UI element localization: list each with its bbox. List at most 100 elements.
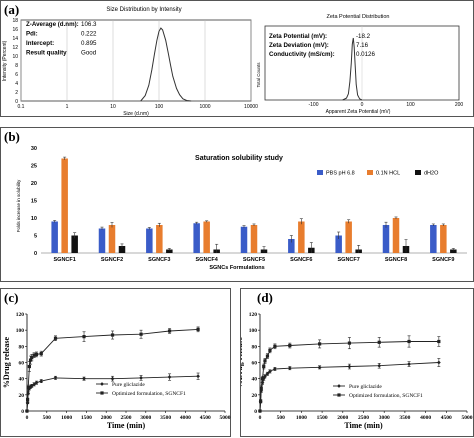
panel-d-chart: 0 20 40 60 80 100 120 0 500 1000 1500 2000 2500 3000 3… — [241, 312, 473, 430]
data-point-square — [25, 409, 29, 413]
panel-b-chart: Saturation solubility study Folds increa… — [16, 146, 467, 271]
size-x-tick-label: 100 — [155, 104, 164, 110]
size-x-tick-label: 1000 — [199, 104, 210, 110]
solubility-y-tick-label: 25 — [31, 164, 37, 170]
bar-pbs-ph-6-8-sgncf7 — [335, 235, 342, 253]
x-axis-label: Time (min) — [107, 421, 146, 430]
data-point-square — [196, 327, 200, 331]
bar-0-1n-hcl-sgncf5 — [250, 225, 258, 253]
solubility-x-tick-label: SGNCF3 — [148, 257, 170, 263]
data-point-diamond — [39, 379, 44, 383]
solubility-chart-ylabel: Folds increase in solubility — [16, 179, 21, 232]
bar-pbs-ph-6-8-sgncf5 — [240, 226, 248, 253]
panel-c-label: (c) — [4, 290, 19, 305]
bar-pbs-ph-6-8-sgncf1 — [51, 221, 58, 253]
bar-0-1n-hcl-sgncf3 — [156, 225, 163, 253]
size-y-tick-label: 12 — [12, 45, 18, 51]
solubility-x-tick-label: SGNCF6 — [290, 257, 312, 263]
solubility-x-tick-label: SGNCF4 — [196, 257, 219, 263]
legend-marker-square — [100, 391, 104, 395]
data-point-square — [273, 344, 277, 348]
x-tick-label: 4000 — [420, 415, 431, 421]
zeta-chart-title: Zeta Potential Distribution — [327, 14, 390, 20]
bar-pbs-ph-6-8-sgncf8 — [382, 225, 390, 253]
size-stat-value: 106.3 — [81, 21, 97, 28]
y-tick-label: 80 — [19, 344, 25, 350]
bar-pbs-ph-6-8-sgncf4 — [193, 223, 200, 253]
x-tick-label: 2000 — [101, 415, 112, 421]
x-tick-label: 5000 — [462, 415, 473, 421]
bar-pbs-ph-6-8-sgncf2 — [98, 228, 106, 253]
zeta-chart-ylabel: Total Counts — [256, 62, 261, 88]
solubility-x-tick-label: SGNCF7 — [338, 257, 360, 263]
y-axis-label: %Drug release — [241, 336, 244, 388]
zeta-stat-label: Zeta Potential (mV): — [269, 33, 327, 40]
data-point-diamond — [287, 366, 292, 371]
legend-label: Optimized formulation, SGNCF1 — [112, 390, 186, 397]
data-point-diamond — [167, 375, 172, 379]
size-x-tick-label: 10000 — [244, 104, 258, 110]
legend-label: Optimized formulation, SGNCF1 — [349, 392, 423, 399]
data-point-diamond — [196, 374, 200, 379]
solubility-y-tick-label: 20 — [31, 181, 37, 187]
legend-marker-diamond — [337, 384, 341, 388]
solubility-x-tick-label: SGNCF9 — [432, 257, 454, 263]
size-y-tick-label: 10 — [12, 54, 18, 60]
data-point-square — [263, 359, 267, 363]
zeta-stat-value: -18.2 — [356, 33, 371, 40]
size-chart-title: Size Distribution by Intensity — [106, 7, 181, 13]
data-point-square — [268, 348, 272, 352]
bar-0-1n-hcl-sgncf8 — [392, 218, 400, 253]
y-tick-label: 60 — [19, 361, 25, 367]
y-tick-label: 0 — [21, 409, 24, 415]
solubility-y-tick-label: 10 — [31, 216, 37, 222]
legend-label: dH2O — [424, 171, 439, 177]
data-point-diamond — [317, 365, 322, 370]
size-chart-ylabel: Intensity (Percent) — [2, 40, 8, 81]
x-tick-label: 500 — [277, 415, 286, 421]
panel-b-label: (b) — [4, 129, 20, 144]
data-point-square — [25, 398, 30, 402]
data-point-diamond — [407, 362, 411, 367]
x-axis-label: Time (min) — [344, 421, 383, 430]
bar-0-1n-hcl-sgncf6 — [298, 221, 305, 253]
data-point-square — [260, 377, 265, 381]
x-tick-label: 4500 — [200, 415, 211, 421]
legend-label: Pure gliclazide — [112, 382, 145, 388]
legend-marker-square — [337, 393, 341, 397]
size-y-tick-label: 8 — [15, 63, 18, 69]
solubility-y-tick-label: 15 — [31, 199, 37, 205]
data-point-square — [262, 364, 266, 369]
size-y-tick-label: 18 — [12, 18, 18, 24]
size-stat-value: 0.222 — [81, 31, 97, 38]
x-tick-label: 1500 — [81, 415, 92, 421]
bar-pbs-ph-6-8-sgncf9 — [430, 225, 437, 253]
size-stat-label: Intercept: — [26, 40, 54, 47]
bar-pbs-ph-6-8-sgncf6 — [288, 239, 295, 253]
size-y-tick-label: 14 — [12, 36, 18, 42]
data-point-square — [407, 339, 411, 344]
bar-dh2o-sgncf1 — [71, 235, 78, 253]
bar-pbs-ph-6-8-sgncf3 — [146, 228, 153, 253]
size-distribution-curve — [140, 27, 192, 102]
y-tick-label: 80 — [252, 344, 258, 350]
size-stat-label: Z-Average (d.nm): — [26, 21, 79, 28]
solubility-chart-xlabel: SGNCs Formulations — [209, 265, 264, 271]
data-point-square — [26, 385, 30, 390]
data-point-diamond — [110, 376, 115, 381]
y-tick-label: 40 — [252, 377, 258, 383]
data-point-square — [139, 332, 143, 336]
bar-0-1n-hcl-sgncf2 — [108, 225, 116, 253]
legend-label: 0.1N HCL — [376, 171, 400, 177]
data-point-square — [318, 342, 322, 346]
y-axis-label: %Drug release — [2, 336, 11, 388]
size-x-tick-label: 10 — [110, 104, 116, 110]
bar-0-1n-hcl-sgncf4 — [203, 221, 210, 253]
zeta-stat-label: Conductivity (mS/cm): — [269, 51, 335, 58]
x-tick-label: 4000 — [180, 415, 191, 421]
zeta-x-tick-label: -100 — [308, 102, 318, 108]
x-tick-label: 5000 — [220, 415, 231, 421]
x-tick-label: 2500 — [121, 415, 132, 421]
data-point-diamond — [436, 360, 441, 365]
legend-label: Pure gliclazide — [349, 384, 382, 390]
